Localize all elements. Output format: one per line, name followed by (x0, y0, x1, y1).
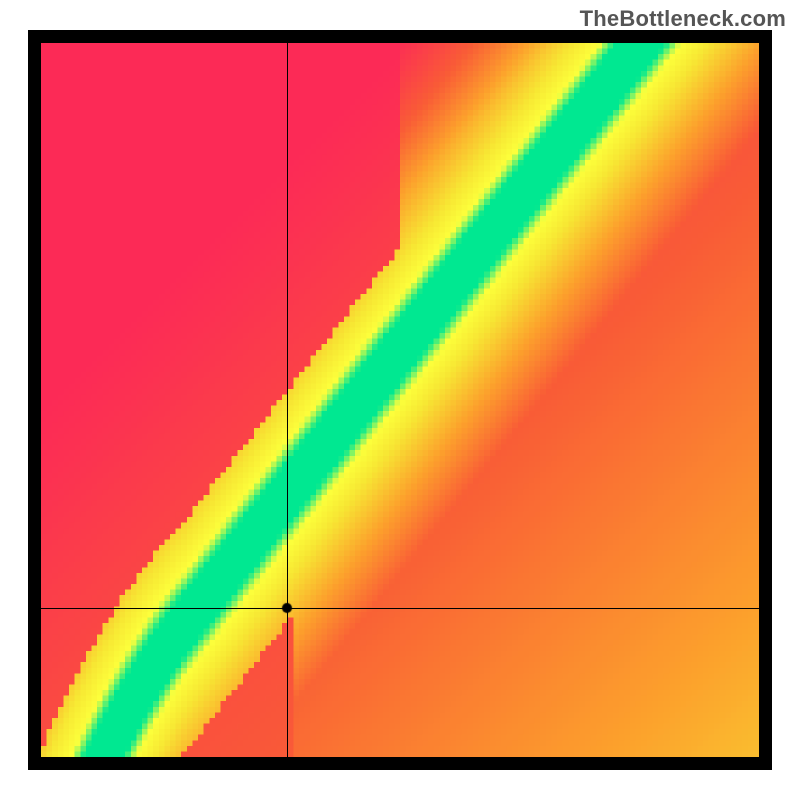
frame-bottom (28, 757, 772, 770)
crosshair-marker (281, 602, 293, 614)
crosshair-horizontal (41, 608, 759, 609)
chart-container: TheBottleneck.com (0, 0, 800, 800)
heatmap-canvas (41, 43, 759, 757)
frame-right (759, 30, 772, 770)
frame-left (28, 30, 41, 770)
heatmap-plot (41, 43, 759, 757)
watermark-text: TheBottleneck.com (580, 6, 786, 32)
crosshair-vertical (287, 43, 288, 757)
